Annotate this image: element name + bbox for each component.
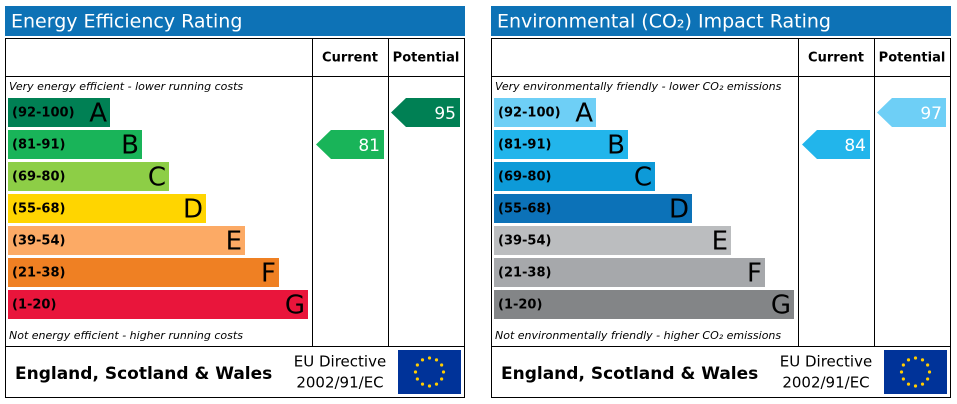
eu-star bbox=[927, 370, 932, 374]
eu-star bbox=[906, 382, 911, 386]
eu-star bbox=[926, 363, 930, 367]
band-letter: G bbox=[285, 291, 305, 321]
eu-star bbox=[427, 356, 432, 360]
eu-star bbox=[413, 370, 418, 374]
eu-star bbox=[440, 363, 444, 367]
eu-star bbox=[899, 370, 904, 374]
eu-star bbox=[913, 356, 918, 360]
column-header: Potential bbox=[879, 51, 946, 66]
column-header: Current bbox=[808, 51, 864, 66]
band-range: (81-91) bbox=[498, 138, 551, 153]
band-letter: F bbox=[261, 259, 276, 289]
column-header: Potential bbox=[393, 51, 460, 66]
band-range: (21-38) bbox=[12, 266, 65, 281]
band-range: (21-38) bbox=[498, 266, 551, 281]
band-letter: B bbox=[607, 131, 625, 161]
rating-arrow bbox=[802, 130, 870, 159]
rating-value: 95 bbox=[434, 104, 456, 124]
band-letter: D bbox=[669, 195, 689, 225]
rating-arrow bbox=[391, 98, 460, 127]
rating-arrow bbox=[877, 98, 946, 127]
eu-star bbox=[920, 382, 925, 386]
eu-star bbox=[926, 377, 930, 381]
band-letter: E bbox=[712, 227, 728, 257]
band-bar bbox=[8, 194, 206, 223]
top-note: Very environmentally friendly - lower CO… bbox=[495, 80, 782, 93]
band-bar bbox=[494, 226, 731, 255]
top-note: Very energy efficient - lower running co… bbox=[9, 80, 243, 93]
eu-star bbox=[434, 382, 439, 386]
eu-star bbox=[901, 377, 905, 381]
band-range: (92-100) bbox=[12, 106, 75, 121]
eu-star bbox=[420, 358, 425, 362]
footer-region: England, Scotland & Wales bbox=[501, 364, 758, 384]
band-letter: A bbox=[89, 99, 107, 129]
frame bbox=[5, 38, 465, 398]
band-bar bbox=[8, 130, 142, 159]
title-bar bbox=[491, 6, 951, 36]
eu-star bbox=[906, 358, 911, 362]
band-bar bbox=[8, 290, 308, 319]
band-letter: D bbox=[183, 195, 203, 225]
band-bar bbox=[494, 290, 794, 319]
band-range: (81-91) bbox=[12, 138, 65, 153]
eu-star bbox=[420, 382, 425, 386]
band-letter: F bbox=[747, 259, 762, 289]
band-letter: C bbox=[634, 163, 652, 193]
rating-arrow bbox=[316, 130, 384, 159]
band-range: (92-100) bbox=[498, 106, 561, 121]
band-bar bbox=[494, 194, 692, 223]
band-letter: B bbox=[121, 131, 139, 161]
eu-star bbox=[913, 384, 918, 388]
bottom-note: Not energy efficient - higher running co… bbox=[9, 329, 243, 342]
eu-star bbox=[920, 358, 925, 362]
band-range: (55-68) bbox=[498, 202, 551, 217]
rating-panel: Energy Efficiency Rating Current Potential… bbox=[5, 6, 465, 398]
rating-value: 81 bbox=[358, 136, 380, 156]
band-letter: G bbox=[771, 291, 791, 321]
band-range: (1-20) bbox=[12, 298, 56, 313]
band-letter: A bbox=[575, 99, 593, 129]
band-letter: C bbox=[148, 163, 166, 193]
footer-directive: EU Directive bbox=[780, 353, 872, 371]
column-header: Current bbox=[322, 51, 378, 66]
footer-directive: 2002/91/EC bbox=[782, 374, 869, 392]
rating-value: 97 bbox=[920, 104, 942, 124]
footer-directive: 2002/91/EC bbox=[296, 374, 383, 392]
eu-star bbox=[901, 363, 905, 367]
band-bar bbox=[494, 258, 765, 287]
band-range: (39-54) bbox=[498, 234, 551, 249]
band-range: (69-80) bbox=[498, 170, 551, 185]
panel-title: Energy Efficiency Rating bbox=[11, 11, 242, 33]
rating-value: 84 bbox=[844, 136, 866, 156]
eu-star bbox=[441, 370, 446, 374]
band-bar bbox=[494, 162, 655, 191]
footer-region: England, Scotland & Wales bbox=[15, 364, 272, 384]
band-letter: E bbox=[226, 227, 242, 257]
band-bar bbox=[8, 162, 169, 191]
footer-directive: EU Directive bbox=[294, 353, 386, 371]
panel-title: Environmental (CO₂) Impact Rating bbox=[497, 11, 831, 33]
bottom-note: Not environmentally friendly - higher CO… bbox=[495, 329, 781, 342]
eu-star bbox=[434, 358, 439, 362]
eu-star bbox=[440, 377, 444, 381]
band-bar bbox=[8, 226, 245, 255]
rating-panel: Environmental (CO₂) Impact Rating Current… bbox=[491, 6, 951, 398]
title-bar bbox=[5, 6, 465, 36]
eu-star bbox=[427, 384, 432, 388]
band-range: (39-54) bbox=[12, 234, 65, 249]
eu-star bbox=[415, 377, 419, 381]
band-bar bbox=[8, 98, 110, 127]
frame bbox=[491, 38, 951, 398]
band-range: (69-80) bbox=[12, 170, 65, 185]
band-range: (1-20) bbox=[498, 298, 542, 313]
eu-star bbox=[415, 363, 419, 367]
band-bar bbox=[494, 98, 596, 127]
band-bar bbox=[494, 130, 628, 159]
band-range: (55-68) bbox=[12, 202, 65, 217]
band-bar bbox=[8, 258, 279, 287]
